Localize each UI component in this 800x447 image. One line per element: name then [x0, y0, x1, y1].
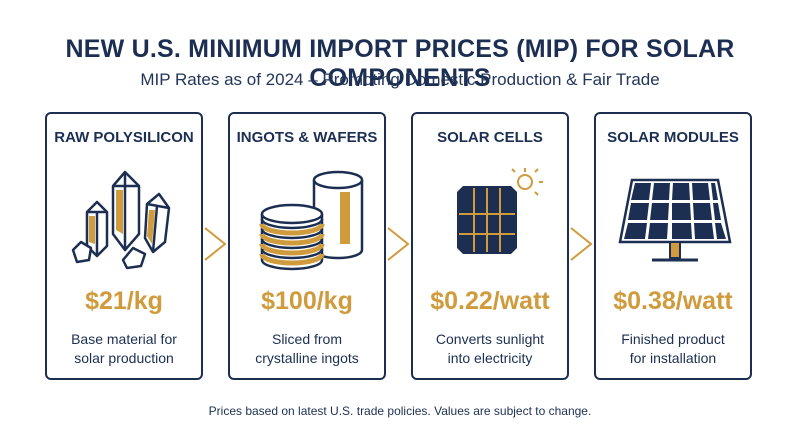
price-value: $0.22/watt	[430, 287, 550, 315]
card-title: SOLAR CELLS	[437, 129, 543, 146]
card-solar-modules: SOLAR MODULES	[594, 112, 752, 380]
crystal-icon	[61, 164, 191, 274]
desc-line-1: Base material for	[71, 331, 177, 347]
card-description: Converts sunlight into electricity	[421, 330, 559, 368]
card-raw-polysilicon: RAW POLYSILICON	[45, 112, 203, 380]
price-value: $0.38/watt	[613, 287, 733, 315]
solar-panel-icon	[610, 164, 740, 274]
chevron-right-icon	[204, 227, 227, 261]
desc-line-2: crystalline ingots	[255, 350, 359, 366]
card-title: INGOTS & WAFERS	[236, 129, 378, 146]
desc-line-1: Sliced from	[271, 331, 343, 347]
solar-cell-icon	[427, 164, 557, 274]
ingot-wafer-icon	[244, 164, 374, 274]
desc-line-1: Converts sunlight	[435, 331, 545, 347]
desc-line-2: into electricity	[447, 350, 533, 366]
card-ingots-wafers: INGOTS & WAFERS $100/	[228, 112, 386, 380]
chevron-right-icon	[570, 227, 593, 261]
card-solar-cells: SOLAR CELLS $0.22/watt Conv	[411, 112, 569, 380]
desc-line-2: for installation	[629, 350, 717, 366]
page-title: NEW U.S. MINIMUM IMPORT PRICES (MIP) FOR…	[65, 35, 735, 92]
price-value: $21/kg	[85, 287, 163, 315]
chevron-right-icon	[387, 227, 410, 261]
card-title: SOLAR MODULES	[607, 129, 739, 146]
card-description: Sliced from crystalline ingots	[238, 330, 376, 368]
card-description: Finished product for installation	[604, 330, 742, 368]
page-subtitle: MIP Rates as of 2024 – Promoting Domesti…	[140, 70, 660, 89]
card-description: Base material for solar production	[55, 330, 193, 368]
desc-line-2: solar production	[74, 350, 174, 366]
card-title: RAW POLYSILICON	[54, 129, 194, 146]
desc-line-1: Finished product	[621, 331, 725, 347]
price-value: $100/kg	[261, 287, 353, 315]
footer-note: Prices based on latest U.S. trade polici…	[208, 404, 592, 418]
